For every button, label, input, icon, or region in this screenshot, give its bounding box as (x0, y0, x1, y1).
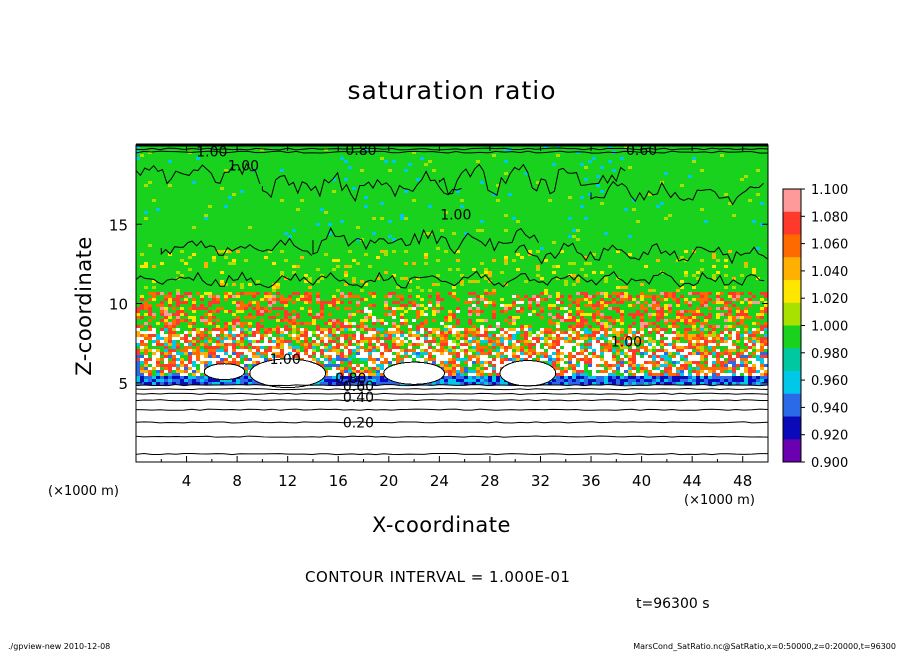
x-unit-label-right: (×1000 m) (684, 493, 755, 508)
colorbar-label: 0.920 (811, 429, 848, 444)
contour-label: 1.00 (196, 144, 227, 160)
footer-right-text: MarsCond_SatRatio.nc@SatRatio,x=0:50000,… (633, 642, 896, 651)
x-tick-label: 4 (182, 472, 192, 490)
colorbar-label: 1.000 (811, 320, 848, 335)
contour-line (135, 384, 769, 387)
colorbar-label: 1.040 (811, 265, 848, 280)
saturation-field (136, 145, 769, 464)
colorbar-label: 0.960 (811, 374, 848, 389)
contour-line (514, 242, 768, 265)
x-tick-label: 36 (581, 472, 600, 490)
contour-line (261, 170, 462, 203)
x-axis-label: X-coordinate (372, 513, 511, 537)
contour-line (135, 452, 769, 456)
colorbar-label: 1.020 (811, 292, 848, 307)
y-tick-label: 5 (118, 375, 128, 393)
colorbar-label: 0.980 (811, 347, 848, 362)
colorbar-swatch (783, 280, 801, 304)
colorbar-swatch (783, 257, 801, 281)
contour-line (135, 399, 769, 402)
contour-interval-label: CONTOUR INTERVAL = 1.000E-01 (305, 568, 571, 586)
contour-label: 0.60 (626, 143, 657, 159)
contour-line (135, 147, 769, 151)
y-axis-label: Z-coordinate (72, 236, 96, 376)
colorbar-swatch (783, 211, 801, 235)
contour-line (135, 162, 261, 185)
contour-lines (135, 147, 769, 456)
colorbar-swatch (783, 371, 801, 395)
contour-line (135, 270, 765, 289)
contour-line (312, 227, 540, 255)
colorbar-label: 0.940 (811, 401, 848, 416)
colorbar-swatch (783, 325, 801, 349)
colorbar-swatch (783, 348, 801, 372)
contour-line (135, 408, 769, 411)
colorbar-label: 1.100 (811, 183, 848, 198)
x-unit-label-left: (×1000 m) (48, 484, 119, 499)
x-tick-label: 48 (733, 472, 752, 490)
contour-label: 1.00 (228, 159, 259, 175)
contour-line (135, 421, 769, 424)
x-tick-label: 24 (430, 472, 449, 490)
colorbar-swatch (783, 393, 801, 417)
contour-line (438, 163, 626, 196)
y-tick-label: 15 (109, 216, 128, 234)
x-tick-label: 16 (329, 472, 348, 490)
contour-line (135, 388, 769, 391)
x-tick-label: 44 (683, 472, 702, 490)
colorbar-swatch (783, 302, 801, 326)
colorbar-swatch (783, 416, 801, 440)
x-tick-label: 12 (278, 472, 297, 490)
chart-title: saturation ratio (347, 76, 557, 105)
cloud-lens (499, 360, 557, 387)
footer-left-text: ./gpview-new 2010-12-08 (8, 642, 111, 651)
contour-label: 1.00 (440, 208, 471, 224)
cloud-lens (203, 363, 246, 381)
x-tick-label: 20 (379, 472, 398, 490)
contour-line (135, 150, 769, 154)
colorbar-swatch (783, 234, 801, 258)
contour-label: 1.00 (611, 335, 642, 351)
colorbar-swatch (783, 189, 801, 213)
cloud-lens (383, 361, 445, 385)
colorbar-swatch (783, 439, 801, 463)
contour-label: 0.40 (343, 390, 374, 406)
y-tick-label: 10 (109, 296, 128, 314)
contour-line (160, 237, 313, 256)
x-tick-label: 8 (232, 472, 242, 490)
x-tick-label: 40 (632, 472, 651, 490)
colorbar-label: 1.080 (811, 210, 848, 225)
contour-line (590, 180, 764, 206)
time-label: t=96300 s (636, 596, 710, 612)
contour-label: 0.20 (343, 415, 374, 431)
colorbar-label: 0.900 (811, 456, 848, 471)
colorbar-label: 1.060 (811, 238, 848, 253)
contour-line (135, 435, 769, 438)
contour-label: 1.00 (270, 352, 301, 368)
contour-line (135, 392, 769, 395)
contour-label: 0.80 (345, 143, 376, 159)
contour-label: 0.80 (335, 371, 366, 387)
contour-label: 0.60 (343, 379, 374, 395)
colorbar: 1.100 1.080 1.060 1.040 1.020 1.000 0.980 0.960… (782, 183, 848, 471)
cloud-lens (249, 358, 327, 389)
x-tick-label: 28 (480, 472, 499, 490)
x-tick-label: 32 (531, 472, 550, 490)
